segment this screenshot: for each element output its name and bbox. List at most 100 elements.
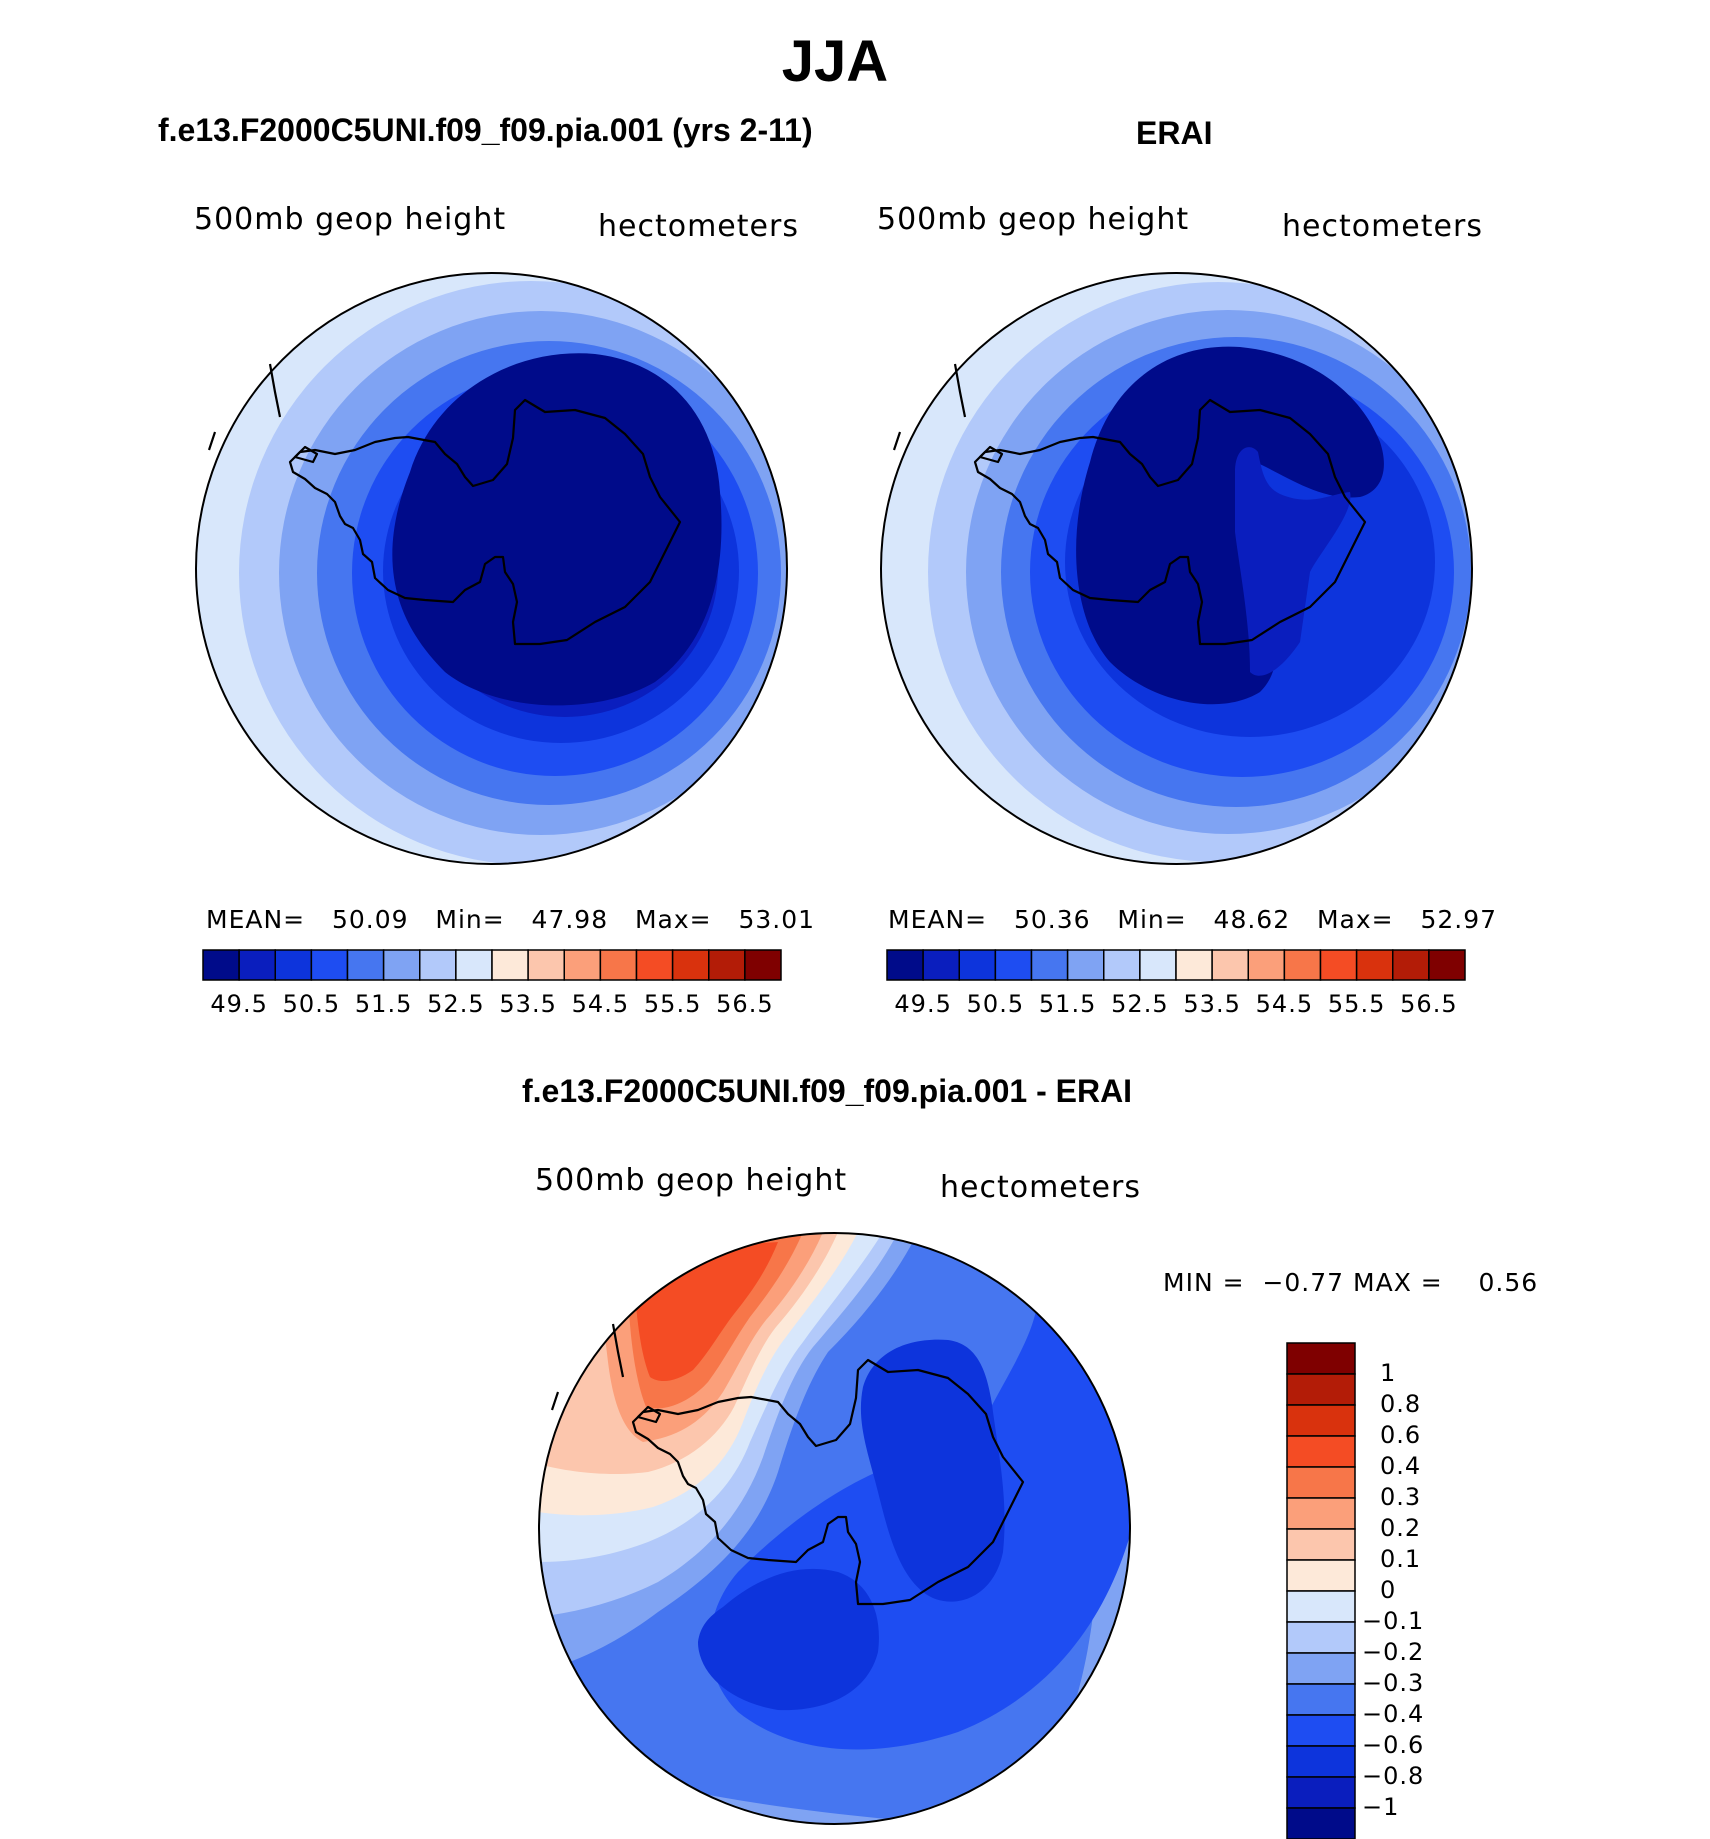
model-colorbar-swatch: [744, 949, 782, 981]
obs-units-label: hectometers: [1282, 209, 1483, 244]
diff-colorbar-tick-label: 0.2: [1380, 1514, 1422, 1542]
obs-mean-label: MEAN=: [888, 905, 988, 934]
obs-colorbar-tick-label: 52.5: [1111, 990, 1169, 1018]
obs-max-value: 52.97: [1420, 905, 1498, 934]
diff-stats: MIN = −0.77 MAX = 0.56: [1163, 1268, 1538, 1297]
model-variable-label: 500mb geop height: [194, 202, 507, 237]
diff-colorbar-swatch: [1286, 1559, 1356, 1592]
diff-colorbar-swatch: [1286, 1714, 1356, 1747]
obs-colorbar-tick-label: 49.5: [894, 990, 952, 1018]
obs-map-border: [880, 272, 1473, 865]
obs-polar-map: [880, 272, 1473, 865]
obs-colorbar-swatch: [1247, 949, 1286, 981]
model-colorbar-tick-label: 51.5: [354, 990, 413, 1018]
model-panel-title: f.e13.F2000C5UNI.f09_f09.pia.001 (yrs 2-…: [158, 112, 813, 148]
model-units-label: hectometers: [598, 209, 799, 244]
diff-colorbar-tick-label: 0.6: [1380, 1421, 1422, 1449]
obs-colorbar-tick-label: 53.5: [1183, 990, 1241, 1018]
obs-contour-band: [1235, 447, 1351, 676]
diff-colorbar-tick-label: 0.3: [1380, 1483, 1422, 1511]
model-min-label: Min=: [435, 905, 505, 934]
diff-colorbar-swatch: [1286, 1621, 1356, 1654]
model-polar-map: [195, 272, 788, 865]
model-min-value: 47.98: [531, 905, 609, 934]
diff-colorbar-tick-label: 0.8: [1380, 1390, 1422, 1418]
obs-colorbar-swatch: [958, 949, 997, 981]
diff-colorbar-swatch: [1286, 1435, 1356, 1468]
diff-colorbar-tick-label: 0.1: [1380, 1545, 1422, 1573]
model-colorbar-tick-label: 54.5: [571, 990, 630, 1018]
diff-colorbar-swatch: [1286, 1466, 1356, 1499]
diff-max-value: 0.56: [1478, 1268, 1539, 1297]
obs-colorbar-swatch: [1066, 949, 1105, 981]
diff-colorbar-tick-label: −1: [1362, 1793, 1400, 1821]
model-colorbar-tick-label: 56.5: [716, 990, 774, 1018]
obs-colorbar-swatch: [994, 949, 1033, 981]
diff-colorbar-tick-label: −0.1: [1362, 1607, 1425, 1635]
diff-panel-title: f.e13.F2000C5UNI.f09_f09.pia.001 - ERAI: [522, 1073, 1133, 1109]
model-colorbar-swatch: [274, 949, 313, 981]
model-colorbar-tick-label: 55.5: [643, 990, 702, 1018]
diff-units-label: hectometers: [940, 1170, 1141, 1205]
obs-min-label: Min=: [1117, 905, 1187, 934]
diff-colorbar-tick-label: −0.3: [1362, 1669, 1425, 1697]
diff-colorbar-swatch: [1286, 1776, 1356, 1809]
diff-contour-band: [860, 1339, 1005, 1602]
obs-colorbar-swatch: [886, 949, 924, 981]
model-colorbar-swatch: [382, 949, 421, 981]
model-contour-band: [392, 353, 722, 706]
model-colorbar-swatch: [671, 949, 710, 981]
diff-colorbar-swatch: [1286, 1745, 1356, 1778]
diff-colorbar-tick-label: 1: [1380, 1359, 1397, 1387]
diff-colorbar: [1286, 1342, 1356, 1839]
obs-colorbar-swatch: [1392, 949, 1430, 981]
obs-colorbar-tick-label: 54.5: [1255, 990, 1314, 1018]
obs-colorbar-swatch: [1175, 949, 1213, 981]
model-colorbar-swatch: [599, 949, 638, 981]
diff-colorbar-swatch: [1286, 1528, 1356, 1561]
diff-colorbar-swatch: [1286, 1342, 1356, 1375]
diff-colorbar-tick-label: 0: [1380, 1576, 1397, 1604]
obs-mean-value: 50.36: [1013, 905, 1091, 934]
obs-colorbar-swatch: [1211, 949, 1249, 981]
diff-colorbar-swatch: [1286, 1497, 1356, 1530]
diff-colorbar-swatch: [1286, 1807, 1356, 1839]
obs-colorbar-tick-label: 55.5: [1327, 990, 1386, 1018]
model-colorbar-swatch: [238, 949, 276, 981]
obs-colorbar-swatch: [1139, 949, 1177, 981]
model-colorbar-swatch: [527, 949, 565, 981]
obs-contour-band: [1076, 346, 1384, 705]
obs-colorbar-swatch: [1355, 949, 1394, 981]
model-colorbar-tick-label: 53.5: [499, 990, 557, 1018]
obs-colorbar-swatch: [1319, 949, 1358, 981]
diff-colorbar-swatch: [1286, 1373, 1356, 1406]
diff-colorbar-tick-label: −0.4: [1362, 1700, 1425, 1728]
diff-colorbar-tick-label: −0.2: [1362, 1638, 1425, 1666]
diff-colorbar-swatch: [1286, 1590, 1356, 1623]
page-title: JJA: [781, 29, 889, 94]
obs-colorbar-swatch: [1428, 949, 1466, 981]
diff-colorbar-tick-label: 0.4: [1380, 1452, 1422, 1480]
model-colorbar-swatch: [491, 949, 529, 981]
obs-coastline: [892, 363, 1367, 646]
diff-variable-label: 500mb geop height: [535, 1163, 848, 1198]
model-mean-value: 50.09: [331, 905, 409, 934]
obs-min-value: 48.62: [1213, 905, 1291, 934]
diff-map-border: [538, 1232, 1131, 1825]
obs-colorbar-tick-label: 50.5: [966, 990, 1025, 1018]
diff-coastline: [550, 1323, 1025, 1606]
model-colorbar-swatch: [202, 949, 240, 981]
obs-variable-label: 500mb geop height: [877, 202, 1190, 237]
model-colorbar-tick-label: 49.5: [210, 990, 268, 1018]
obs-colorbar-swatch: [1030, 949, 1069, 981]
model-colorbar-swatch: [346, 949, 385, 981]
diff-min-value: −0.77: [1262, 1268, 1345, 1297]
diff-colorbar-swatch: [1286, 1404, 1356, 1437]
model-coastline: [207, 363, 682, 646]
model-colorbar-swatch: [708, 949, 746, 981]
diff-colorbar-swatch: [1286, 1652, 1356, 1685]
diff-colorbar-ticks: 1 0.8 0.6 0.4 0.3 0.2 0.1 0 −0.1 −0.2 −0.3 −0.4 −0.6…: [1362, 1343, 1482, 1839]
diff-polar-map: [538, 1232, 1131, 1825]
diff-colorbar-tick-label: −0.6: [1362, 1731, 1425, 1759]
obs-colorbar-swatch: [1283, 949, 1322, 981]
